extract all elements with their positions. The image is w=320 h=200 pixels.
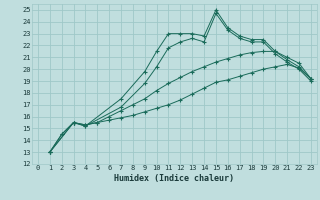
X-axis label: Humidex (Indice chaleur): Humidex (Indice chaleur) bbox=[115, 174, 234, 183]
